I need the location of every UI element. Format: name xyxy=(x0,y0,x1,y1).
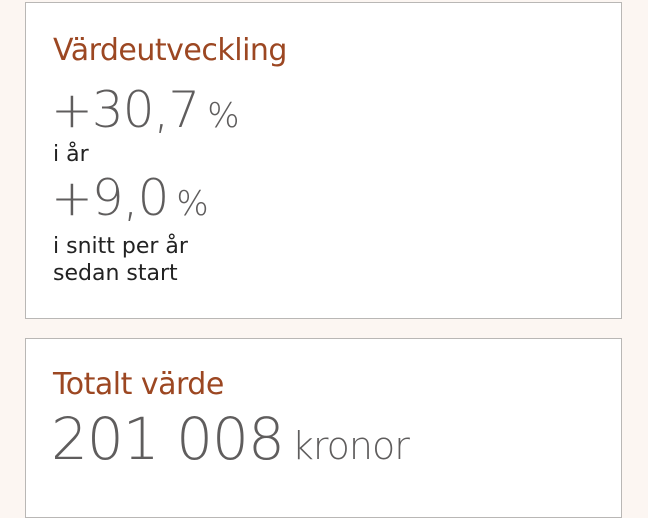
year-change: +30,7% xyxy=(51,81,240,139)
year-change-unit: % xyxy=(207,96,239,136)
average-change: +9,0% xyxy=(51,169,209,227)
average-change-value: +9,0 xyxy=(51,169,169,227)
average-change-unit: % xyxy=(176,184,208,224)
card-title: Värdeutveckling xyxy=(53,33,287,68)
value-development-card: Värdeutveckling +30,7% i år +9,0% i snit… xyxy=(25,2,622,319)
card-title: Totalt värde xyxy=(53,367,224,402)
year-change-label: i år xyxy=(53,142,89,167)
average-change-label: i snitt per år sedan start xyxy=(53,233,188,287)
year-change-value: +30,7 xyxy=(51,81,200,139)
total-value-unit: kronor xyxy=(291,424,410,468)
total-value-card: Totalt värde 201 008 kronor xyxy=(25,338,622,518)
total-value-amount: 201 008 xyxy=(51,405,285,473)
total-value: 201 008 kronor xyxy=(51,405,410,473)
average-label-line2: sedan start xyxy=(53,261,178,286)
average-label-line1: i snitt per år xyxy=(53,234,188,259)
